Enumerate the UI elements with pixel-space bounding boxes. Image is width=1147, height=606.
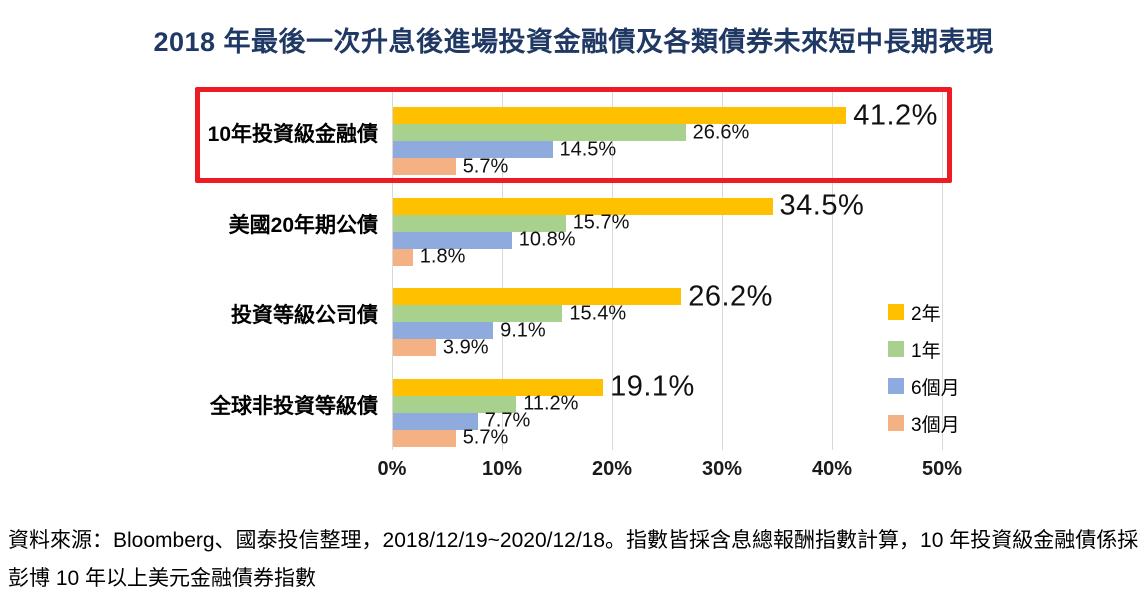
legend-label: 2年: [911, 303, 941, 325]
x-axis-tick-label: 40%: [811, 458, 853, 480]
value-label: 19.1%: [610, 370, 695, 403]
gridline: [612, 88, 613, 450]
value-label: 5.7%: [462, 426, 509, 449]
value-label: 14.5%: [559, 138, 617, 160]
legend-swatch-icon: [888, 378, 904, 394]
value-label: 26.6%: [692, 121, 750, 143]
value-label: 10.8%: [518, 228, 576, 251]
gridline: [392, 88, 393, 450]
gridline: [722, 88, 723, 450]
legend-label: 1年: [911, 340, 941, 362]
bar-6個月-全球非投資等級債: [393, 412, 478, 430]
x-axis-tick-label: 20%: [591, 458, 633, 480]
gridline: [832, 88, 833, 450]
bar-3個月-全球非投資等級債: [393, 429, 456, 447]
bar-1年-美國20年期公債: [393, 214, 566, 232]
bar-2年-投資等級公司債: [393, 288, 682, 305]
bar-1年-10年投資級金融債: [393, 124, 686, 141]
x-axis-tick-label: 10%: [481, 458, 523, 480]
bar-1年-全球非投資等級債: [393, 395, 517, 413]
bar-6個月-投資等級公司債: [393, 322, 494, 339]
legend: 2年 1年 6個月 3個月: [888, 299, 960, 447]
bar-1年-投資等級公司債: [393, 305, 563, 322]
bar-6個月-美國20年期公債: [393, 231, 512, 249]
x-axis-tick-label: 30%: [701, 458, 743, 480]
legend-label: 6個月: [911, 377, 960, 399]
value-label: 11.2%: [523, 392, 579, 415]
legend-swatch-icon: [888, 341, 904, 357]
category-label: 10年投資級金融債: [207, 123, 378, 147]
x-axis-tick-label: 0%: [377, 458, 407, 480]
value-label: 34.5%: [779, 189, 865, 222]
bar-2年-10年投資級金融債: [393, 107, 847, 124]
x-axis-tick-label: 50%: [921, 458, 963, 480]
value-label: 41.2%: [853, 99, 938, 131]
category-label: 美國20年期公債: [228, 213, 378, 237]
highlight-red-box: [195, 87, 952, 183]
value-label: 15.4%: [569, 302, 627, 324]
value-label: 7.7%: [484, 409, 531, 432]
value-label: 3.9%: [442, 336, 489, 358]
bar-3個月-10年投資級金融債: [393, 158, 456, 175]
legend-swatch-icon: [888, 415, 904, 431]
legend-item-6個月: 6個月: [888, 373, 960, 399]
legend-label: 3個月: [911, 414, 960, 436]
value-label: 26.2%: [688, 280, 773, 312]
legend-swatch-icon: [888, 304, 904, 320]
legend-item-1年: 1年: [888, 336, 960, 362]
gridline: [942, 88, 943, 450]
category-label: 投資等級公司債: [231, 304, 378, 328]
value-label: 1.8%: [419, 245, 466, 268]
legend-item-3個月: 3個月: [888, 410, 960, 436]
source-note: 資料來源：Bloomberg、國泰投信整理，2018/12/19~2020/12…: [8, 529, 1139, 591]
bar-2年-美國20年期公債: [393, 197, 773, 215]
value-label: 15.7%: [572, 211, 630, 234]
bar-2年-全球非投資等級債: [393, 378, 604, 396]
value-label: 9.1%: [500, 319, 546, 341]
bar-3個月-投資等級公司債: [393, 339, 436, 356]
category-label: 全球非投資等級債: [210, 394, 378, 418]
bar-3個月-美國20年期公債: [393, 248, 413, 266]
bar-6個月-10年投資級金融債: [393, 141, 553, 158]
value-label: 5.7%: [462, 155, 509, 177]
legend-item-2年: 2年: [888, 299, 960, 325]
gridline: [502, 88, 503, 450]
chart-title: 2018 年最後一次升息後進場投資金融債及各類債券未來短中長期表現: [153, 27, 994, 57]
